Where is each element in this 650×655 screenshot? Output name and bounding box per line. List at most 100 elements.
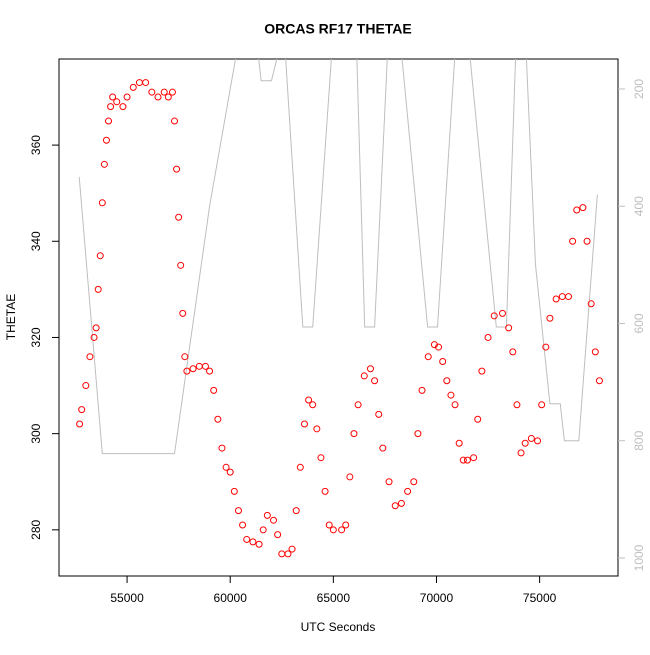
point [164,93,172,101]
point [490,312,498,320]
y-tick-label: 360 [29,135,43,155]
point [300,420,308,428]
point [379,444,387,452]
point [181,353,189,361]
point [123,93,131,101]
point [595,377,603,385]
point [346,473,354,481]
point [569,237,577,245]
point [78,406,86,414]
point [135,79,143,87]
x-tick-label: 60000 [214,591,248,605]
point [521,439,529,447]
point [177,261,185,269]
point [210,386,218,394]
y-tick-label: 340 [29,231,43,251]
point [552,295,560,303]
point [284,550,292,558]
point [591,348,599,356]
point [484,333,492,341]
point [424,353,432,361]
point [410,478,418,486]
point [249,538,257,546]
point [175,213,183,221]
point [179,309,187,317]
point [113,98,121,106]
point [517,449,525,457]
point [583,237,591,245]
point [148,88,156,96]
point [98,199,106,207]
point [505,324,513,332]
point [274,531,282,539]
point [371,377,379,385]
point [292,507,300,515]
x-tick-label: 70000 [420,591,454,605]
point [82,382,90,390]
point [354,401,362,409]
point [542,343,550,351]
point [214,415,222,423]
point [564,293,572,301]
point [385,478,393,486]
point [183,367,191,375]
point [201,362,209,370]
point [418,386,426,394]
point [509,348,517,356]
point [263,511,271,519]
point [230,487,238,495]
point [313,425,321,433]
y2-tick-label: 200 [632,79,646,99]
point [455,439,463,447]
point [463,456,471,464]
point [360,372,368,380]
point [579,204,587,212]
point [154,93,162,101]
point [414,430,422,438]
point [538,401,546,409]
y-tick-label: 320 [29,327,43,347]
y2-tick-label: 600 [632,313,646,333]
point [171,117,179,125]
plot-frame [58,58,619,577]
point [239,521,247,529]
x-axis-label: UTC Seconds [301,620,376,634]
point [459,456,467,464]
point [447,391,455,399]
point [321,487,329,495]
point [142,79,150,87]
y-tick-label: 300 [29,423,43,443]
point [105,117,113,125]
x-tick-label: 65000 [317,591,351,605]
x-tick-label: 55000 [110,591,144,605]
point [338,526,346,534]
x-tick-label: 75000 [523,591,557,605]
point [350,430,358,438]
y-axis-label: THETAE [4,294,18,340]
point [255,540,263,548]
point [474,415,482,423]
point [96,252,104,260]
point [342,521,350,529]
point [218,444,226,452]
point [329,526,337,534]
point [243,535,251,543]
point [443,377,451,385]
line-series [78,59,598,455]
point [470,454,478,462]
point [513,401,521,409]
point [86,353,94,361]
point [119,103,127,111]
point [573,206,581,214]
point [317,454,325,462]
point [397,499,405,507]
point [546,314,554,322]
y-tick-label: 280 [29,519,43,539]
point [325,521,333,529]
point [498,309,506,317]
point [226,468,234,476]
y2-tick-label: 400 [632,196,646,216]
point [309,401,317,409]
point [527,434,535,442]
